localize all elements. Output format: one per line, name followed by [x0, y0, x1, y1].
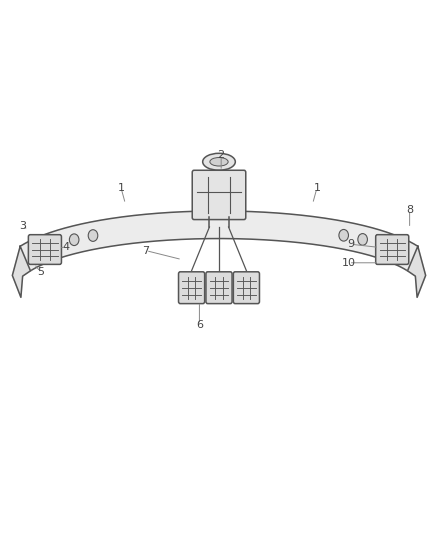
Circle shape [88, 230, 98, 241]
Text: 4: 4 [62, 243, 69, 253]
FancyBboxPatch shape [179, 272, 205, 304]
Text: 2: 2 [218, 150, 225, 160]
Polygon shape [12, 246, 31, 297]
Text: 1: 1 [117, 183, 124, 193]
Text: 5: 5 [37, 267, 44, 277]
Text: 6: 6 [196, 320, 203, 330]
FancyBboxPatch shape [28, 235, 61, 264]
FancyBboxPatch shape [376, 235, 409, 264]
Circle shape [358, 233, 367, 245]
Text: 7: 7 [142, 246, 149, 256]
Text: 9: 9 [347, 239, 354, 249]
FancyBboxPatch shape [233, 272, 259, 304]
Ellipse shape [203, 154, 235, 170]
Text: 8: 8 [406, 205, 413, 215]
FancyBboxPatch shape [206, 272, 232, 304]
Text: 3: 3 [19, 221, 26, 231]
Text: 1: 1 [314, 183, 321, 193]
Circle shape [339, 230, 349, 241]
FancyBboxPatch shape [192, 170, 246, 220]
Polygon shape [407, 246, 426, 297]
Ellipse shape [210, 158, 228, 166]
Polygon shape [20, 211, 418, 271]
Text: 10: 10 [342, 258, 356, 268]
Circle shape [69, 234, 79, 246]
